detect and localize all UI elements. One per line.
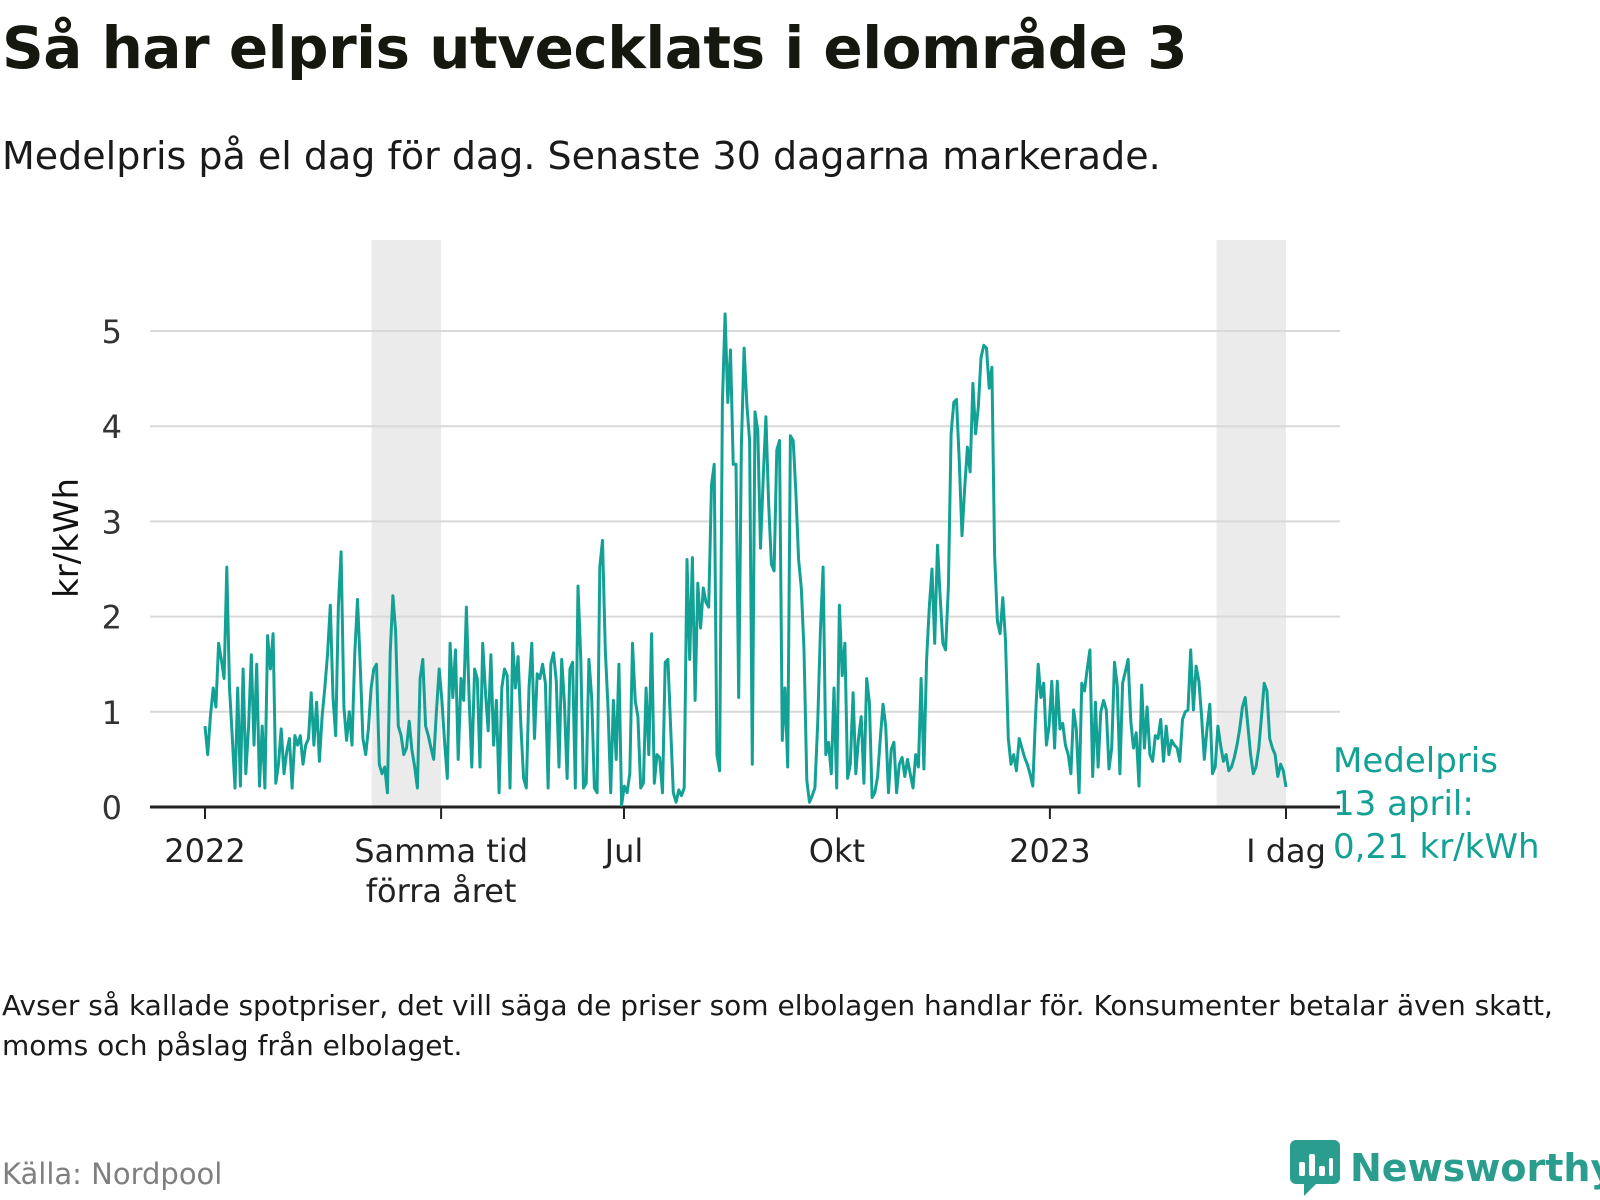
x-tick-label-line: I dag [1246,832,1326,870]
x-tick-label-4: Okt [809,832,865,870]
x-tick-label-line: förra året [366,872,517,910]
x-tick-label-2: Samma tid förra året [354,832,528,910]
x-tick-label-6: I dag [1246,832,1326,870]
shaded-period-2 [1216,240,1286,807]
y-tick-label-1: 1 [102,694,122,732]
x-tick-label-line: 2023 [1009,832,1090,870]
newsworthy-logo-icon [1290,1140,1340,1196]
shaded-period-1 [371,240,442,807]
x-tick-label-3: Jul [603,832,644,870]
x-tick-label-line: Okt [809,832,865,870]
x-tick-label-line: Samma tid [354,832,528,870]
y-tick-label-4: 4 [102,408,122,446]
page-subtitle: Medelpris på el dag för dag. Senaste 30 … [2,134,1161,178]
brand-name: Newsworthy [1350,1146,1600,1190]
footnote: Avser så kallade spotpriser, det vill sä… [2,989,1553,1062]
annotation-line: 0,21 kr/kWh [1333,827,1540,867]
x-tick-label-5: 2023 [1009,832,1090,870]
y-tick-label-5: 5 [102,313,122,351]
annotation-line: Medelpris [1333,741,1498,781]
y-tick-label-0: 0 [102,789,122,827]
x-tick-label-line: 2022 [164,832,245,870]
newsworthy-logo[interactable]: Newsworthy [1290,1140,1600,1196]
source-label: Källa: Nordpool [2,1157,223,1191]
page-title: Så har elpris utvecklats i elområde 3 [2,14,1188,82]
price-line-chart: 0 1 2 3 4 5 kr/kWh 2022 Samma tid förra året Jul Ok… [47,240,1540,910]
y-axis-label: kr/kWh [47,478,87,598]
y-tick-label-2: 2 [102,599,122,637]
annotation-line: 13 april: [1333,784,1474,824]
x-tick-label-line: Jul [603,832,644,870]
price-series-line [203,312,1288,807]
x-tick-label-1: 2022 [164,832,245,870]
latest-price-annotation: Medelpris 13 april: 0,21 kr/kWh [1333,741,1540,867]
y-tick-label-3: 3 [102,503,122,541]
